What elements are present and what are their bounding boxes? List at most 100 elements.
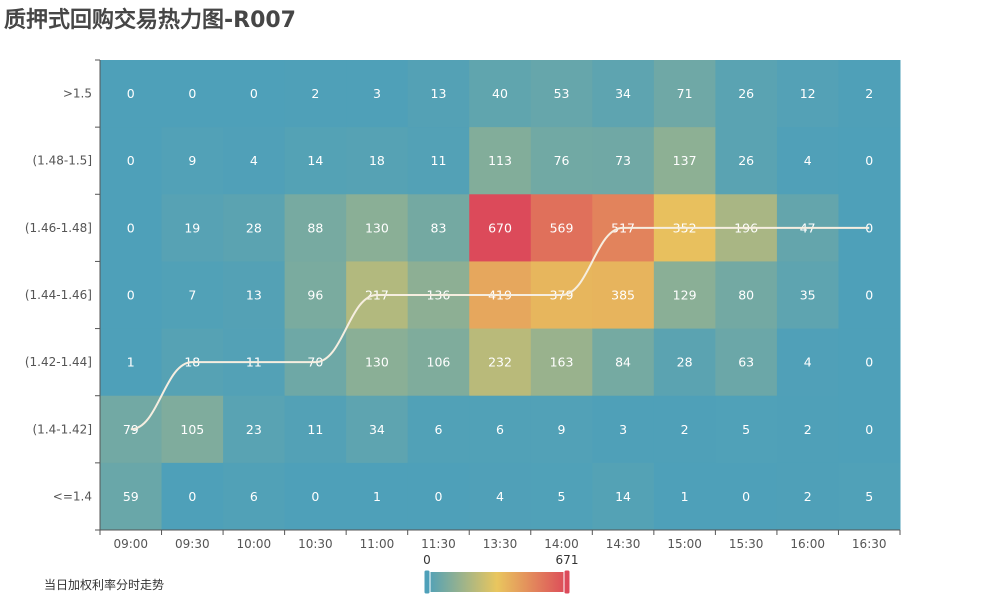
rate-trend-line[interactable]	[130, 226, 870, 431]
heatmap-cell[interactable]	[469, 60, 532, 128]
heatmap-cell[interactable]	[284, 127, 347, 195]
heatmap-cell[interactable]	[592, 127, 655, 195]
heatmap-cell[interactable]	[776, 462, 839, 531]
heatmap-cell[interactable]	[715, 261, 778, 330]
heatmap-cell[interactable]	[161, 462, 224, 531]
heatmap-cell[interactable]	[776, 328, 839, 397]
visual-map-min-handle[interactable]	[423, 569, 431, 595]
x-tick-label: 14:00	[544, 537, 579, 551]
heatmap-cell[interactable]	[161, 395, 224, 464]
heatmap-cell[interactable]	[100, 127, 163, 195]
cell-value-label: 670	[488, 220, 512, 235]
visual-map-max-handle[interactable]	[563, 569, 571, 595]
heatmap-cell[interactable]	[838, 328, 901, 397]
heatmap-cell[interactable]	[715, 328, 778, 397]
heatmap-cell[interactable]	[407, 194, 470, 262]
x-tick-label: 10:00	[237, 537, 272, 551]
heatmap-cell[interactable]	[653, 328, 716, 397]
heatmap-cell[interactable]	[100, 60, 163, 128]
heatmap-cell[interactable]	[653, 462, 716, 531]
heatmap-cell[interactable]	[530, 60, 593, 128]
heatmap-cell[interactable]	[284, 60, 347, 128]
heatmap-cell[interactable]	[715, 395, 778, 464]
heatmap-cell[interactable]	[100, 462, 163, 531]
heatmap-cell[interactable]	[407, 395, 470, 464]
heatmap-cell[interactable]	[592, 328, 655, 397]
cell-value-label: 35	[800, 288, 816, 303]
heatmap-cell[interactable]	[469, 127, 532, 195]
cell-value-label: 163	[550, 355, 574, 370]
heatmap-cell[interactable]	[407, 462, 470, 531]
heatmap-cell[interactable]	[284, 261, 347, 330]
x-tick-label: 11:30	[421, 537, 456, 551]
heatmap-cell[interactable]	[407, 60, 470, 128]
heatmap-cell[interactable]	[469, 395, 532, 464]
cell-value-label: 7	[188, 288, 196, 303]
heatmap-cell[interactable]	[776, 60, 839, 128]
cell-value-label: 4	[804, 355, 812, 370]
heatmap-cell[interactable]	[715, 60, 778, 128]
heatmap-cell[interactable]	[776, 261, 839, 330]
heatmap-cell[interactable]	[469, 462, 532, 531]
heatmap-cell[interactable]	[592, 395, 655, 464]
visual-map-max-label: 671	[556, 553, 579, 567]
heatmap-cell[interactable]	[530, 395, 593, 464]
heatmap-cell[interactable]	[223, 127, 286, 195]
heatmap-cell[interactable]	[161, 261, 224, 330]
cell-value-label: 6	[434, 422, 442, 437]
heatmap-cell[interactable]	[715, 127, 778, 195]
heatmap-cell[interactable]	[223, 194, 286, 262]
heatmap-cell[interactable]	[346, 395, 409, 464]
heatmap-cell[interactable]	[592, 462, 655, 531]
heatmap-cell[interactable]	[838, 60, 901, 128]
heatmap-cell[interactable]	[530, 462, 593, 531]
heatmap-cell[interactable]	[776, 127, 839, 195]
heatmap-cell[interactable]	[530, 328, 593, 397]
heatmap-cell[interactable]	[592, 60, 655, 128]
heatmap-cell[interactable]	[346, 462, 409, 531]
heatmap-cell[interactable]	[223, 60, 286, 128]
visual-map[interactable]: 0 671	[423, 553, 579, 595]
cell-value-label: 4	[250, 153, 258, 168]
heatmap-cell[interactable]	[530, 194, 593, 262]
cell-value-label: 0	[434, 489, 442, 504]
heatmap-cell[interactable]	[838, 462, 901, 531]
heatmap-cell[interactable]	[653, 395, 716, 464]
heatmap-cell[interactable]	[223, 395, 286, 464]
heatmap-cell[interactable]	[346, 60, 409, 128]
heatmap-cell[interactable]	[100, 261, 163, 330]
heatmap-cell[interactable]	[346, 328, 409, 397]
heatmap-cell[interactable]	[161, 127, 224, 195]
heatmap-cell[interactable]	[469, 194, 532, 262]
heatmap-cell[interactable]	[284, 194, 347, 262]
heatmap-cell[interactable]	[653, 127, 716, 195]
heatmap-cell[interactable]	[161, 60, 224, 128]
heatmap-cell[interactable]	[100, 194, 163, 262]
heatmap-cell[interactable]	[161, 194, 224, 262]
cell-value-label: 0	[865, 153, 873, 168]
heatmap-cell[interactable]	[284, 395, 347, 464]
heatmap-cell[interactable]	[346, 127, 409, 195]
legend-series-label[interactable]: 当日加权利率分时走势	[44, 577, 164, 592]
heatmap-cell[interactable]	[469, 328, 532, 397]
cell-value-label: 2	[804, 422, 812, 437]
legend[interactable]: 当日加权利率分时走势	[44, 577, 164, 592]
heatmap-cell[interactable]	[284, 462, 347, 531]
heatmap-cell[interactable]	[223, 462, 286, 531]
heatmap-cell[interactable]	[407, 328, 470, 397]
heatmap-cell[interactable]	[838, 261, 901, 330]
cell-value-label: 2	[804, 489, 812, 504]
heatmap-cell[interactable]	[592, 261, 655, 330]
heatmap-cell[interactable]	[407, 127, 470, 195]
heatmap-cell[interactable]	[653, 60, 716, 128]
heatmap-cell[interactable]	[838, 127, 901, 195]
heatmap-cell[interactable]	[715, 462, 778, 531]
heatmap-cell[interactable]	[653, 261, 716, 330]
heatmap-cell[interactable]	[223, 261, 286, 330]
heatmap-cell[interactable]	[530, 127, 593, 195]
heatmap-cell[interactable]	[838, 395, 901, 464]
heatmap-cell[interactable]	[346, 194, 409, 262]
heatmap-cell[interactable]	[100, 328, 163, 397]
heatmap-cell[interactable]	[776, 395, 839, 464]
cell-value-label: 0	[865, 355, 873, 370]
